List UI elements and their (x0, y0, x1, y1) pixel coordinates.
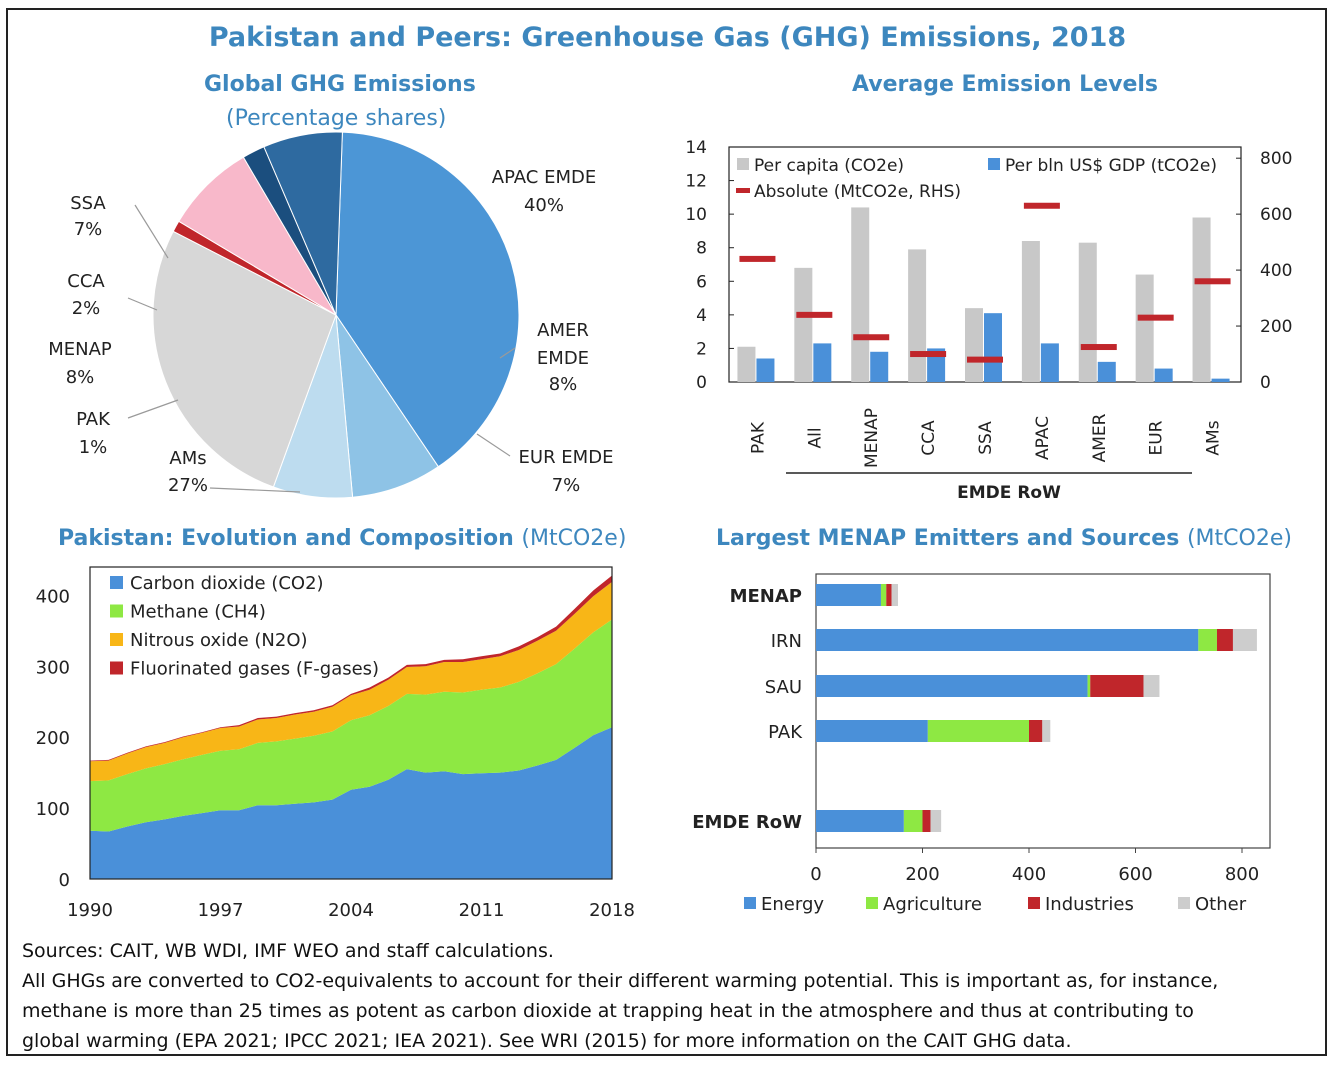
sources-line: Sources: CAIT, WB WDI, IMF WEO and staff… (22, 940, 554, 962)
area-unit: (MtCO2e) (521, 526, 627, 551)
note-line-3: global warming (EPA 2021; IPCC 2021; IEA… (22, 1030, 1072, 1052)
pie-subtitle: (Percentage shares) (226, 106, 447, 131)
hbar-title-wrap: Largest MENAP Emitters and Sources (MtCO… (716, 526, 1292, 551)
hbar-title: Largest MENAP Emitters and Sources (716, 526, 1180, 551)
hbar-unit: (MtCO2e) (1186, 526, 1292, 551)
area-title: Pakistan: Evolution and Composition (58, 526, 514, 551)
bar-title: Average Emission Levels (852, 72, 1159, 97)
area-title-wrap: Pakistan: Evolution and Composition (MtC… (58, 526, 626, 551)
note-line-2: methane is more than 25 times as potent … (22, 1000, 1194, 1022)
pie-title: Global GHG Emissions (204, 72, 476, 97)
note-line-1: All GHGs are converted to CO2-equivalent… (22, 970, 1219, 992)
figure-title: Pakistan and Peers: Greenhouse Gas (GHG)… (208, 22, 1127, 53)
footnotes: Sources: CAIT, WB WDI, IMF WEO and staff… (22, 936, 1317, 1056)
